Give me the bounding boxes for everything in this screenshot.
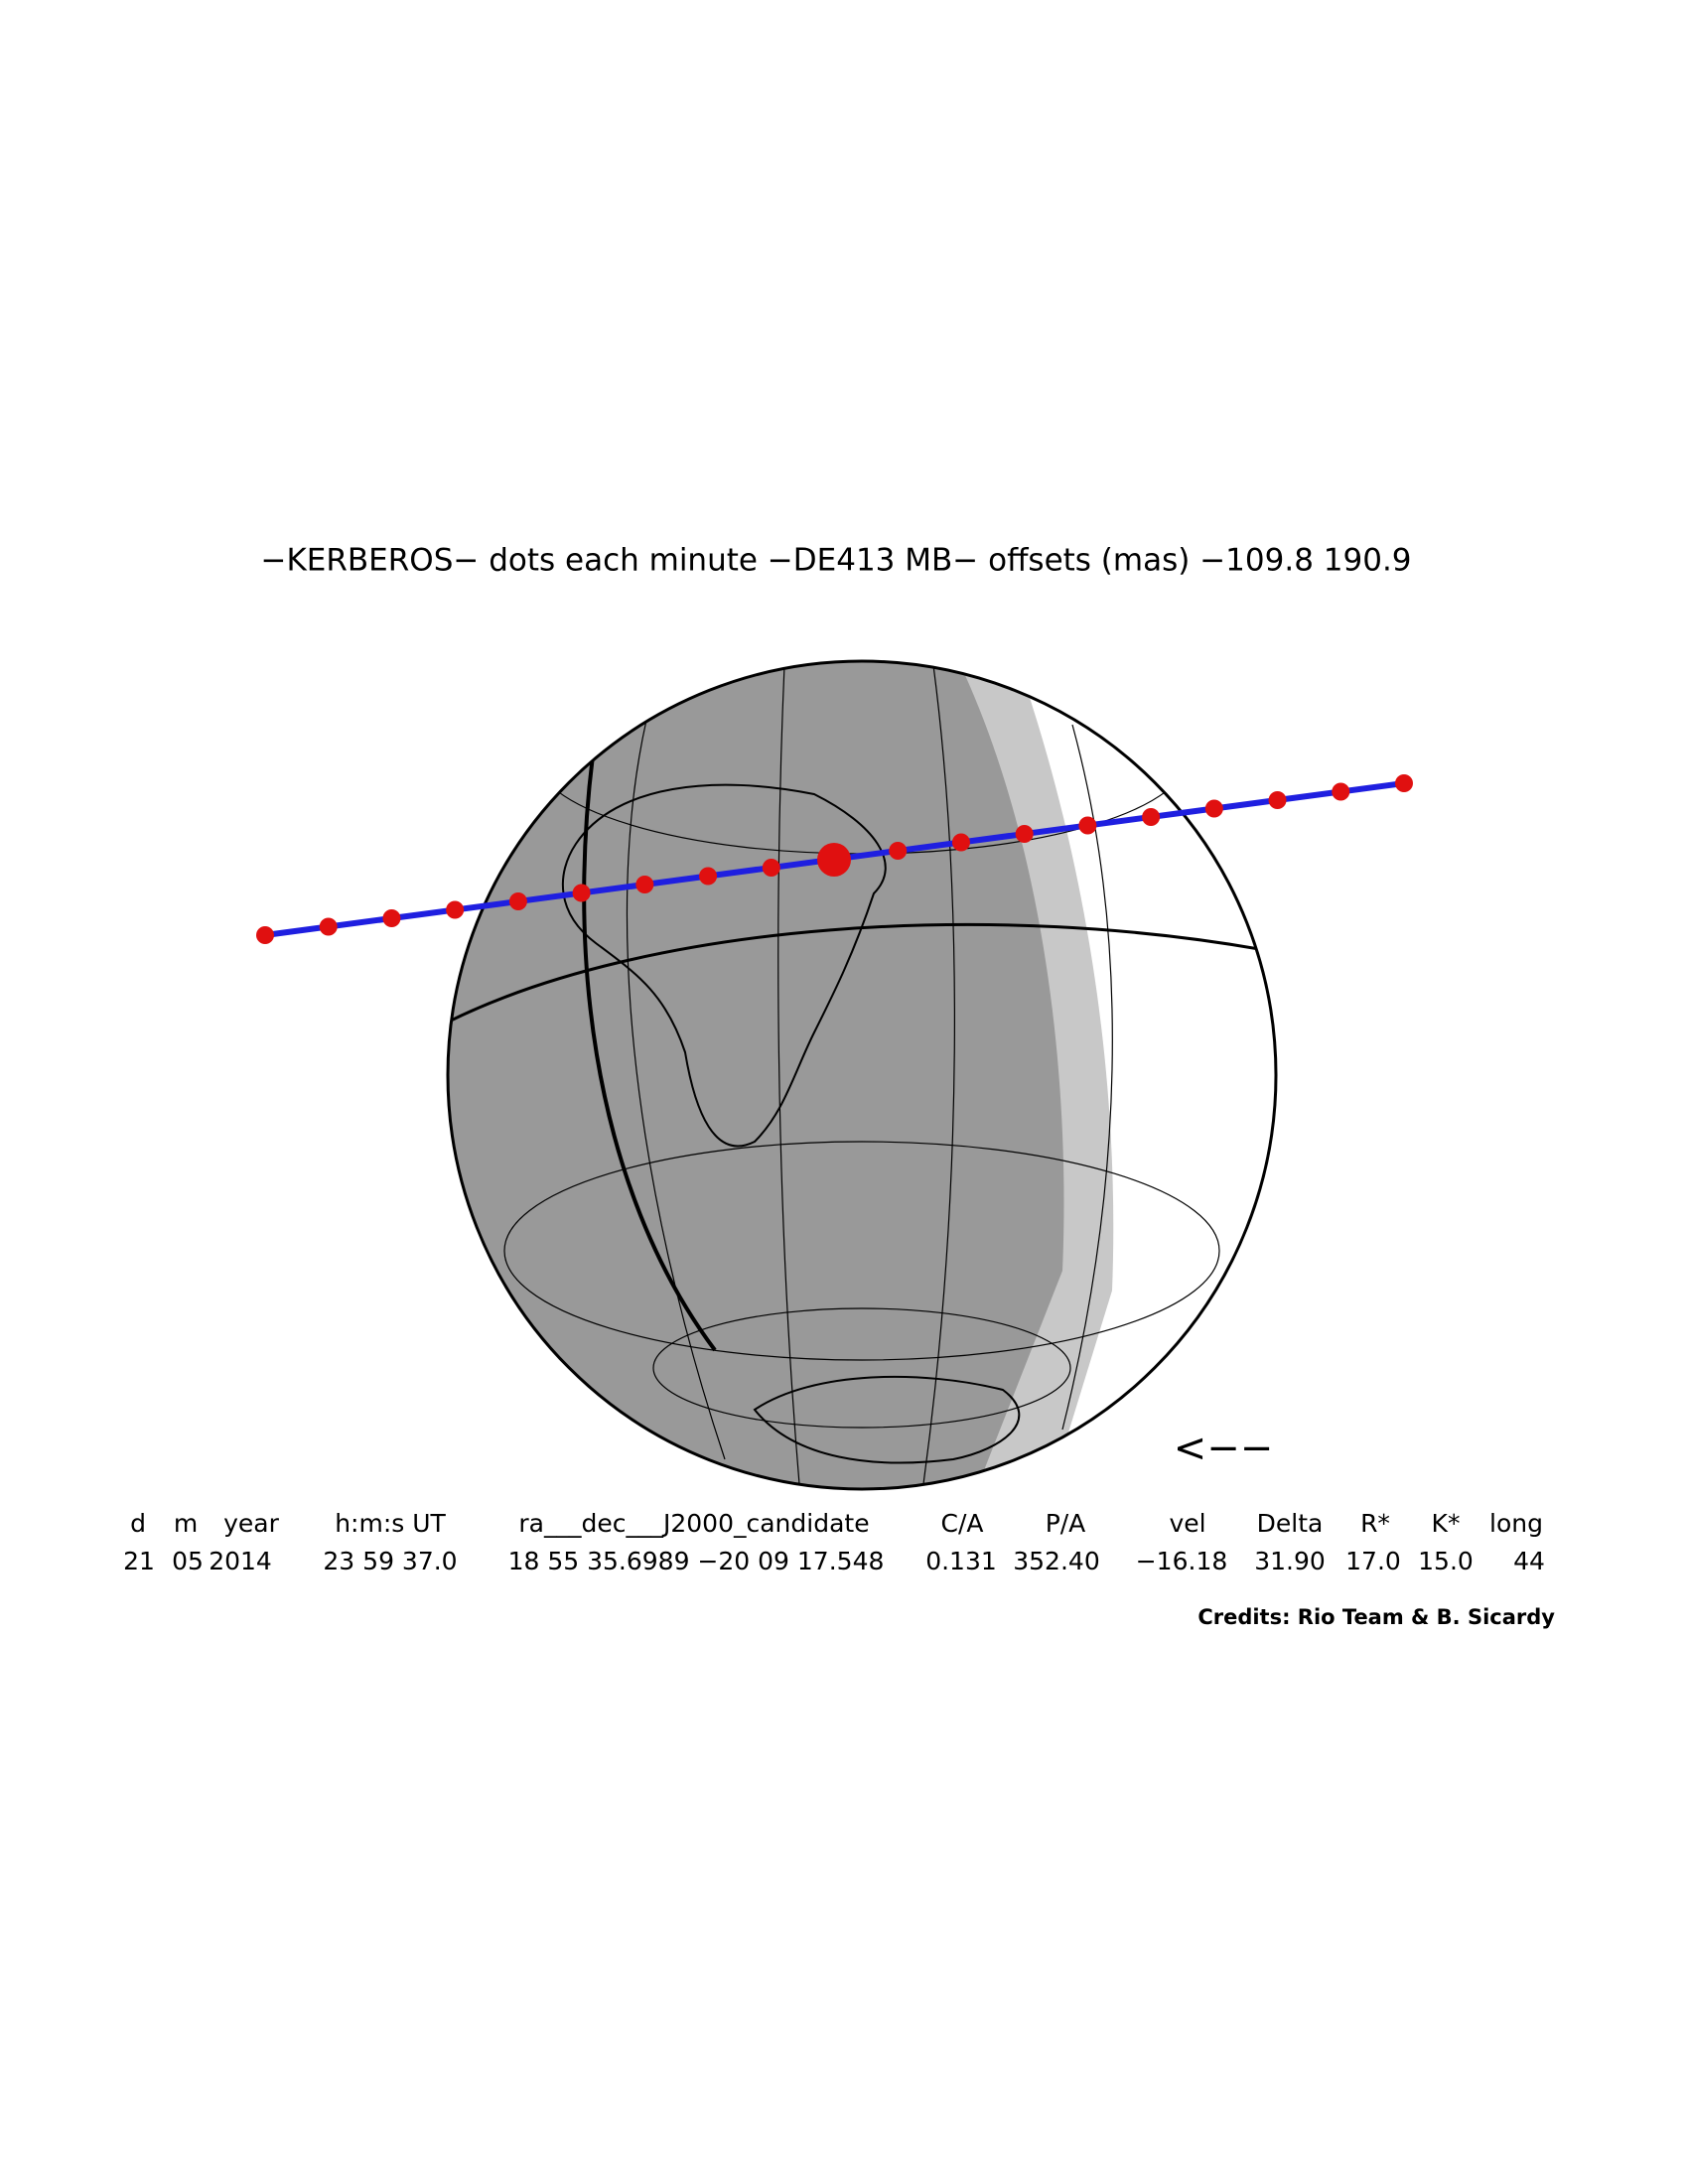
column-value: 05 [172, 1547, 204, 1575]
minute-dot [1332, 782, 1350, 801]
column-value: 17.0 [1345, 1547, 1401, 1575]
column-header: d [130, 1509, 146, 1538]
column-header: ra___dec___J2000_candidate [518, 1509, 869, 1538]
minute-dot [699, 867, 718, 886]
column-value: 44 [1513, 1547, 1545, 1575]
event-table: d m year h:m:s UT ra___dec___J2000_candidate… [123, 1509, 1545, 1575]
column-header: K* [1432, 1509, 1461, 1538]
column-value: 15.0 [1418, 1547, 1474, 1575]
minute-dot [1078, 816, 1097, 835]
column-value: 18 55 35.6989 −20 09 17.548 [508, 1547, 885, 1575]
column-header: vel [1169, 1509, 1205, 1538]
globe [446, 659, 1278, 1491]
column-header: m [174, 1509, 198, 1538]
column-value: 23 59 37.0 [323, 1547, 457, 1575]
minute-dot [1204, 799, 1223, 818]
column-header: R* [1360, 1509, 1390, 1538]
map-title: −KERBEROS− dots each minute −DE413 MB− o… [260, 543, 1411, 579]
column-value: 21 [123, 1547, 155, 1575]
column-value: 2014 [209, 1547, 272, 1575]
column-value: 0.131 [925, 1547, 997, 1575]
night-region [448, 661, 1064, 1489]
column-header: P/A [1046, 1509, 1086, 1538]
meridian [582, 684, 717, 1352]
closest-approach-dot [817, 843, 851, 877]
continent-outline [561, 783, 887, 1148]
column-header: C/A [941, 1509, 984, 1538]
column-value: 352.40 [1013, 1547, 1099, 1575]
column-value: −16.18 [1136, 1547, 1228, 1575]
equator [448, 922, 1276, 1024]
minute-dot [1142, 808, 1161, 826]
occultation-track [256, 774, 1413, 944]
minute-dot [635, 876, 654, 893]
minute-dot [256, 926, 274, 944]
minute-dot [1015, 825, 1034, 843]
minute-dot [382, 909, 401, 927]
minute-dot [572, 884, 591, 902]
minute-dot [1395, 774, 1413, 792]
minute-dot [762, 859, 780, 877]
minute-dot [319, 917, 338, 936]
column-header: year [223, 1509, 279, 1538]
minute-dot [889, 842, 908, 860]
column-header: h:m:s UT [335, 1509, 446, 1538]
column-value: 31.90 [1254, 1547, 1326, 1575]
column-header: long [1489, 1509, 1543, 1538]
continent-outline [753, 1375, 1021, 1464]
minute-dot [508, 892, 527, 910]
minute-dot [1268, 791, 1287, 809]
motion-arrow: <−− [1174, 1426, 1274, 1471]
column-header: Delta [1257, 1509, 1324, 1538]
minute-dot [951, 833, 970, 852]
minute-dot [446, 900, 465, 919]
credits: Credits: Rio Team & B. Sicardy [1197, 1605, 1555, 1629]
